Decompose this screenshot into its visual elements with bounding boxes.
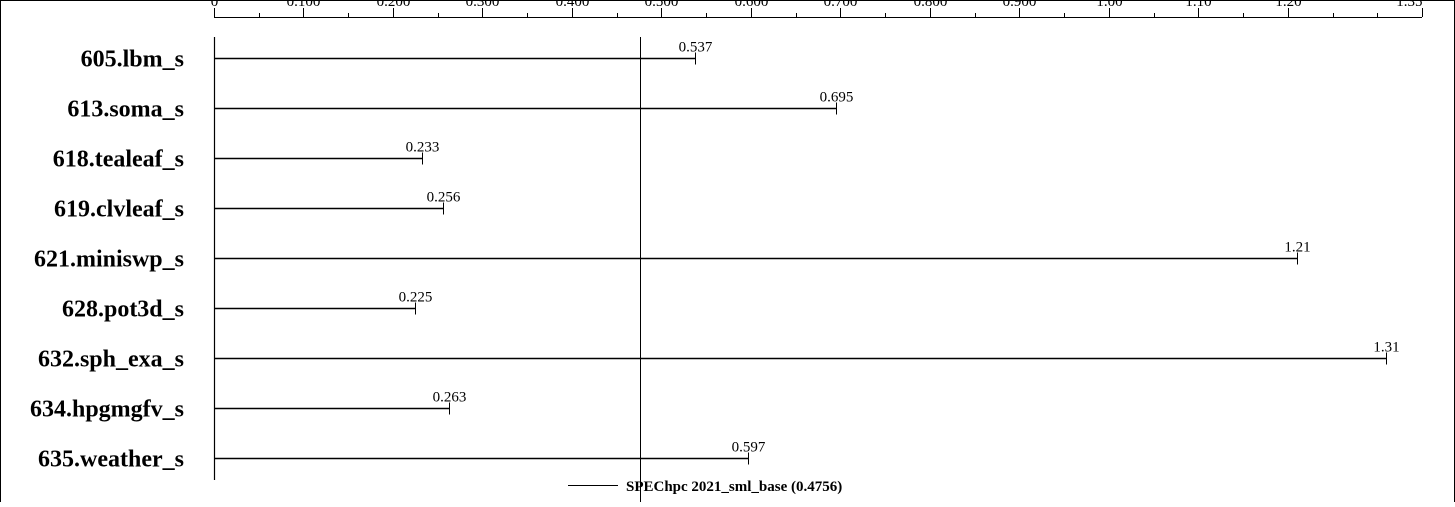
category-label: 628.pot3d_s: [62, 297, 184, 323]
x-tick-label: 0.900: [1003, 0, 1037, 10]
data-label: 1.21: [1284, 240, 1310, 256]
data-label: 0.225: [399, 290, 433, 306]
x-tick-label: 0.600: [735, 0, 769, 10]
category-label: 635.weather_s: [38, 447, 184, 473]
data-label: 1.31: [1373, 340, 1399, 356]
category-labels: 605.lbm_s 613.soma_s 618.tealeaf_s 619.clvl…: [30, 47, 184, 473]
category-label: 621.miniswp_s: [34, 247, 184, 273]
x-tick-label: 1.20: [1275, 0, 1301, 10]
x-tick-label: 0.400: [556, 0, 590, 10]
x-tick-label: 0.100: [287, 0, 321, 10]
x-tick-label: 0.700: [824, 0, 858, 10]
x-tick-label: 1.10: [1185, 0, 1211, 10]
data-label: 0.597: [732, 440, 766, 456]
x-tick-label: 0.300: [466, 0, 500, 10]
x-tick-label: 1.00: [1096, 0, 1122, 10]
category-label: 613.soma_s: [67, 97, 184, 123]
x-tick-label: 0.500: [645, 0, 679, 10]
data-label: 0.256: [427, 190, 461, 206]
category-label: 619.clvleaf_s: [54, 197, 184, 223]
x-tick-label: 0: [211, 0, 219, 10]
legend: SPEChpc 2021_sml_base (0.4756): [568, 479, 842, 495]
category-label: 632.sph_exa_s: [38, 347, 184, 373]
x-tick-label: 1.35: [1396, 0, 1422, 10]
x-tick-label: 0.800: [914, 0, 948, 10]
x-axis: 0 0.100 0.200 0.300 0.400 0.500 0.600 0.700 0.80…: [211, 0, 1423, 480]
data-label: 0.233: [406, 140, 440, 156]
data-label: 0.695: [820, 90, 854, 106]
bars-group: 0.537 0.695 0.233 0.256 1.21 0.225 1.31 0.263 0.…: [214, 37, 1400, 502]
category-label: 618.tealeaf_s: [53, 147, 184, 173]
data-label: 0.263: [433, 390, 467, 406]
category-label: 634.hpgmgfv_s: [30, 397, 184, 423]
data-label: 0.537: [679, 40, 713, 56]
category-label: 605.lbm_s: [81, 47, 184, 73]
legend-label: SPEChpc 2021_sml_base (0.4756): [626, 479, 842, 495]
x-tick-label: 0.200: [377, 0, 411, 10]
